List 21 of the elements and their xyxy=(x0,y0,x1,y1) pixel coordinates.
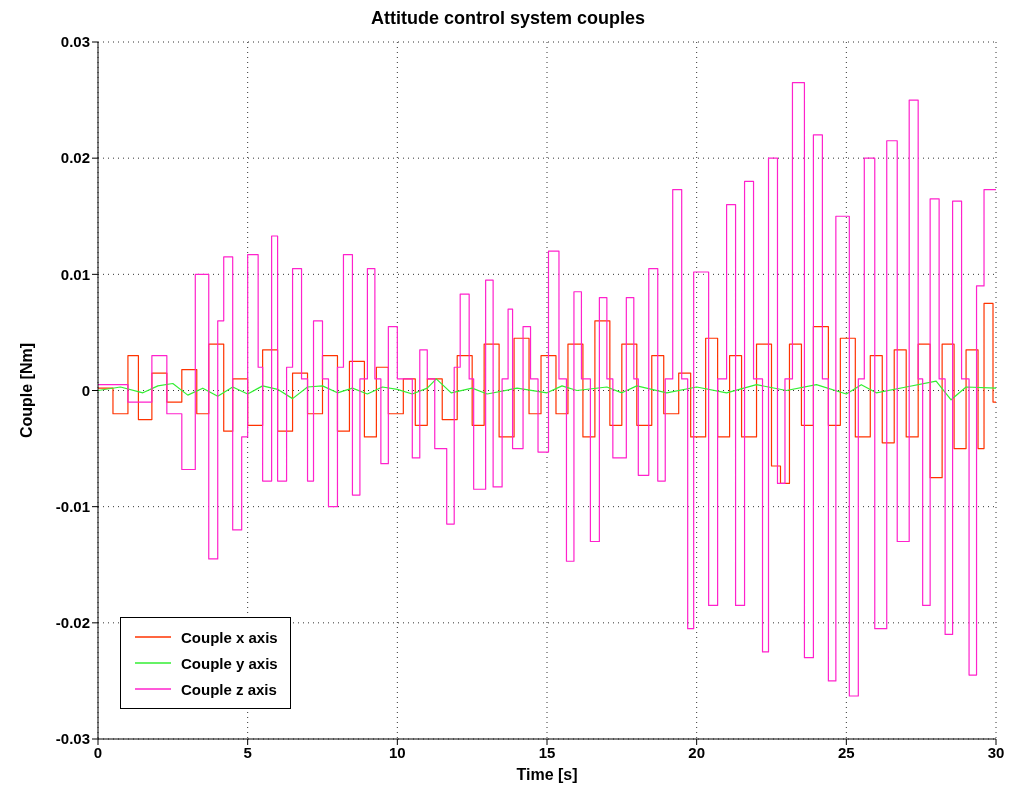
y-axis-title: Couple [Nm] xyxy=(17,342,35,439)
legend-label: Couple y axis xyxy=(181,654,278,672)
y-tick-label: -0.02 xyxy=(55,614,90,632)
y-tick-label: 0.01 xyxy=(60,265,90,283)
x-tick-label: 15 xyxy=(538,743,556,761)
x-tick-label: 10 xyxy=(388,743,406,761)
x-tick-label: 5 xyxy=(243,743,252,761)
x-tick-label: 0 xyxy=(93,743,103,761)
y-tick-label: 0.03 xyxy=(60,33,90,51)
y-tick-label: 0 xyxy=(81,381,90,399)
x-axis-title: Time [s] xyxy=(516,766,578,783)
y-tick-label: -0.03 xyxy=(55,730,90,748)
chart-title: Attitude control system couples xyxy=(369,8,646,30)
x-tick-label: 25 xyxy=(837,743,855,761)
line-series xyxy=(98,378,996,401)
y-tick-label: -0.01 xyxy=(55,497,90,515)
y-tick-label: 0.02 xyxy=(60,149,90,167)
legend-label: Couple x axis xyxy=(181,628,278,646)
x-tick-label: 30 xyxy=(987,743,1005,761)
x-tick-label: 20 xyxy=(688,743,706,761)
legend-label: Couple z axis xyxy=(181,680,277,698)
